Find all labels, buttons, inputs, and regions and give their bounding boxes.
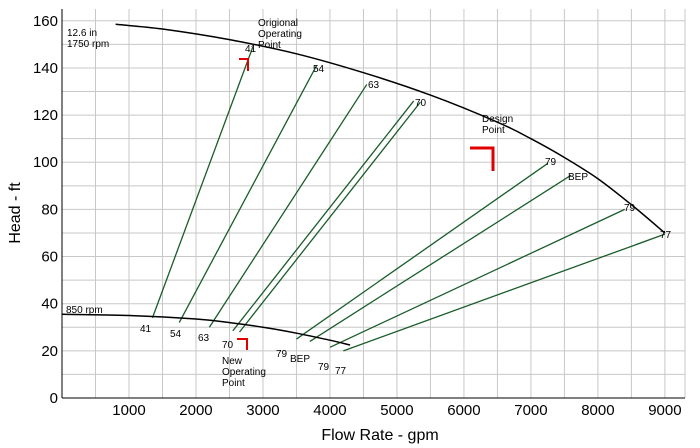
- new-operating-point-marker: [237, 338, 248, 350]
- efficiency-label-upper: 54: [313, 64, 325, 75]
- efficiency-line: [343, 233, 666, 352]
- efficiency-label-lower: BEP: [290, 354, 310, 365]
- efficiency-line: [329, 208, 625, 348]
- efficiency-label-upper: BEP: [568, 172, 588, 183]
- efficiency-line: [151, 46, 254, 319]
- grid: [61, 9, 686, 399]
- curve-label-850-rpm: 850 rpm: [66, 305, 103, 316]
- efficiency-label-lower: 77: [335, 366, 347, 377]
- efficiency-line: [178, 65, 318, 323]
- efficiency-label-upper: 79: [624, 203, 636, 214]
- efficiency-label-lower: 54: [170, 329, 182, 340]
- new-operating-point-label: New Operating Point: [222, 356, 266, 389]
- operating-point-markers: [237, 58, 495, 350]
- x-tick-label: 8000: [581, 402, 614, 419]
- efficiency-label-upper: 63: [368, 80, 380, 91]
- x-tick-label: 4000: [313, 402, 346, 419]
- x-tick-label: 7000: [514, 402, 547, 419]
- efficiency-label-lower: 79: [318, 362, 330, 373]
- x-tick-labels: 1000 2000 3000 4000 5000 6000 7000 8000 9000: [112, 402, 681, 419]
- pump-curves: [61, 23, 666, 346]
- efficiency-label-upper: 70: [415, 98, 427, 109]
- original-operating-point-label: Origional Operating Point: [258, 18, 302, 51]
- y-tick-label: 0: [50, 390, 58, 407]
- pump-curve: [115, 23, 666, 234]
- efficiency-line: [309, 174, 572, 342]
- x-tick-label: 6000: [447, 402, 480, 419]
- efficiency-label-lower: 79: [276, 349, 288, 360]
- y-tick-label: 20: [41, 343, 58, 360]
- y-tick-label: 60: [41, 249, 58, 266]
- efficiency-line: [208, 84, 368, 328]
- x-tick-label: 9000: [648, 402, 681, 419]
- y-tick-label: 100: [33, 154, 58, 171]
- y-tick-label: 80: [41, 201, 58, 218]
- efficiency-label-lower: 41: [140, 324, 152, 335]
- efficiency-line: [239, 101, 421, 333]
- design-point-marker: [470, 146, 495, 171]
- y-axis-title: Head - ft: [7, 182, 24, 244]
- axes: [61, 9, 685, 399]
- efficiency-label-upper: 77: [660, 230, 672, 241]
- x-tick-label: 1000: [112, 402, 145, 419]
- y-tick-label: 140: [33, 60, 58, 77]
- efficiency-label-upper: 79: [545, 157, 557, 168]
- efficiency-label-lower: 63: [198, 333, 210, 344]
- design-point-label: Design Point: [482, 114, 513, 136]
- efficiency-lines: [151, 46, 666, 352]
- y-tick-label: 40: [41, 296, 58, 313]
- x-tick-label: 2000: [179, 402, 212, 419]
- y-tick-label: 120: [33, 107, 58, 124]
- x-tick-label: 5000: [380, 402, 413, 419]
- curve-label-1750-rpm: 12.6 in 1750 rpm: [67, 28, 109, 50]
- x-axis-title: Flow Rate - gpm: [321, 427, 438, 444]
- x-tick-label: 3000: [246, 402, 279, 419]
- efficiency-label-lower: 70: [222, 340, 234, 351]
- y-tick-label: 160: [33, 13, 58, 30]
- pump-curve: [61, 313, 351, 346]
- y-tick-labels: 0 20 40 60 80 100 120 140 160: [33, 13, 58, 407]
- efficiency-label-upper: 41: [245, 44, 257, 55]
- original-operating-point-marker: [239, 58, 249, 71]
- efficiency-line: [296, 162, 549, 340]
- efficiency-line: [232, 100, 415, 332]
